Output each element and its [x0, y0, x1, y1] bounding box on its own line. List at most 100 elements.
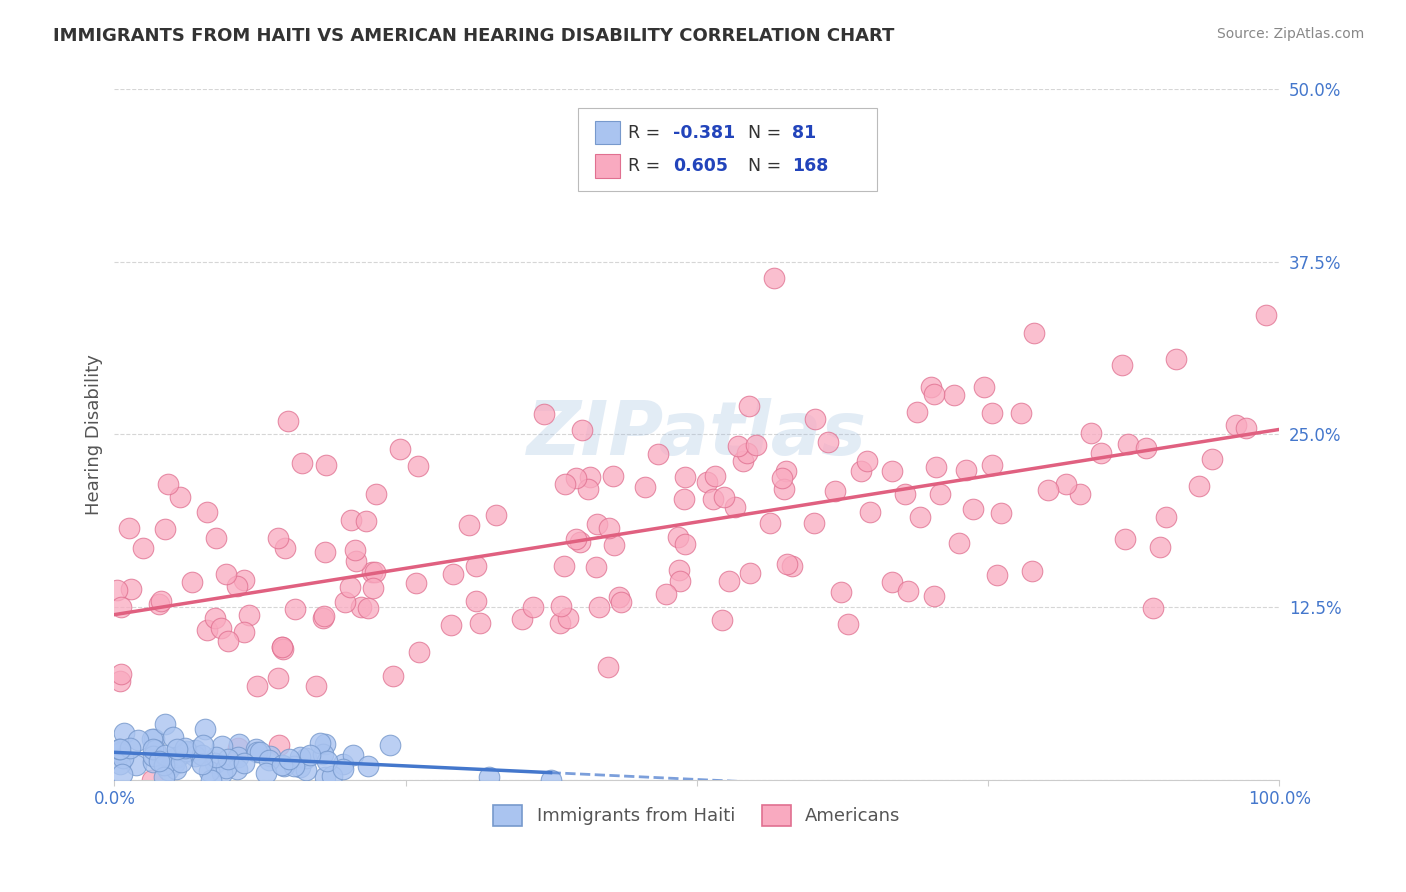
Point: [579, 470, 602, 484]
Point: [780, 559, 803, 574]
Point: [773, 482, 796, 496]
Point: [738, 566, 761, 581]
Point: [108, 756, 131, 771]
Point: [195, 623, 218, 637]
Point: [152, 757, 174, 772]
Point: [283, 601, 305, 615]
Point: [288, 750, 311, 764]
Point: [215, 567, 238, 582]
Point: [204, 750, 226, 764]
Y-axis label: Hearing Disability: Hearing Disability: [86, 354, 103, 515]
Point: [364, 566, 387, 580]
Point: [824, 483, 846, 498]
Point: [1149, 540, 1171, 554]
Point: [299, 747, 322, 762]
Point: [142, 742, 165, 756]
Point: [228, 737, 250, 751]
Text: R =: R =: [628, 124, 666, 142]
Point: [291, 457, 314, 471]
Point: [314, 738, 336, 752]
Point: [586, 516, 609, 531]
Point: [108, 745, 131, 759]
Point: [803, 516, 825, 531]
Point: [125, 758, 148, 772]
Point: [312, 611, 335, 625]
Point: [111, 767, 134, 781]
Point: [142, 756, 165, 770]
Point: [226, 740, 249, 755]
Point: [470, 615, 492, 630]
Point: [1164, 352, 1187, 367]
Point: [804, 412, 827, 426]
Point: [156, 763, 179, 777]
Point: [759, 516, 782, 530]
Point: [669, 574, 692, 588]
Point: [204, 611, 226, 625]
Point: [278, 752, 301, 766]
Point: [344, 554, 367, 568]
Point: [194, 722, 217, 736]
Point: [198, 764, 221, 778]
Point: [217, 633, 239, 648]
Point: [1021, 564, 1043, 578]
Point: [226, 750, 249, 764]
Point: [588, 599, 610, 614]
Point: [271, 757, 294, 772]
Point: [485, 508, 508, 522]
Point: [170, 755, 193, 769]
Point: [973, 380, 995, 394]
Point: [166, 742, 188, 756]
Point: [673, 537, 696, 551]
Point: [672, 491, 695, 506]
Point: [305, 679, 328, 693]
Point: [148, 755, 170, 769]
Point: [312, 609, 335, 624]
Point: [127, 733, 149, 747]
Point: [859, 505, 882, 519]
Point: [724, 500, 747, 514]
Point: [710, 613, 733, 627]
Point: [105, 582, 128, 597]
Point: [565, 471, 588, 485]
Point: [598, 660, 620, 674]
Point: [655, 587, 678, 601]
Point: [408, 459, 430, 474]
Point: [464, 559, 486, 574]
Point: [271, 640, 294, 654]
Point: [702, 491, 724, 506]
Point: [153, 748, 176, 763]
Point: [215, 761, 238, 775]
Point: [266, 531, 288, 545]
Point: [108, 746, 131, 760]
Point: [576, 482, 599, 496]
Legend: Immigrants from Haiti, Americans: Immigrants from Haiti, Americans: [486, 797, 908, 833]
Point: [191, 756, 214, 771]
Point: [603, 538, 626, 552]
Point: [141, 732, 163, 747]
Point: [343, 542, 366, 557]
Point: [364, 487, 387, 501]
Point: [309, 736, 332, 750]
Point: [332, 757, 354, 772]
Point: [361, 581, 384, 595]
Point: [165, 762, 187, 776]
Point: [924, 460, 946, 475]
Point: [381, 669, 404, 683]
Point: [226, 579, 249, 593]
Point: [274, 541, 297, 555]
Point: [141, 772, 163, 787]
Point: [910, 510, 932, 524]
Point: [153, 522, 176, 536]
Point: [181, 575, 204, 590]
Point: [880, 574, 903, 589]
Point: [986, 568, 1008, 582]
Point: [191, 738, 214, 752]
Point: [118, 521, 141, 535]
Point: [184, 748, 207, 763]
Point: [273, 641, 295, 656]
Point: [350, 599, 373, 614]
Point: [478, 770, 501, 784]
Point: [571, 423, 593, 437]
Point: [717, 574, 740, 589]
Point: [727, 440, 749, 454]
